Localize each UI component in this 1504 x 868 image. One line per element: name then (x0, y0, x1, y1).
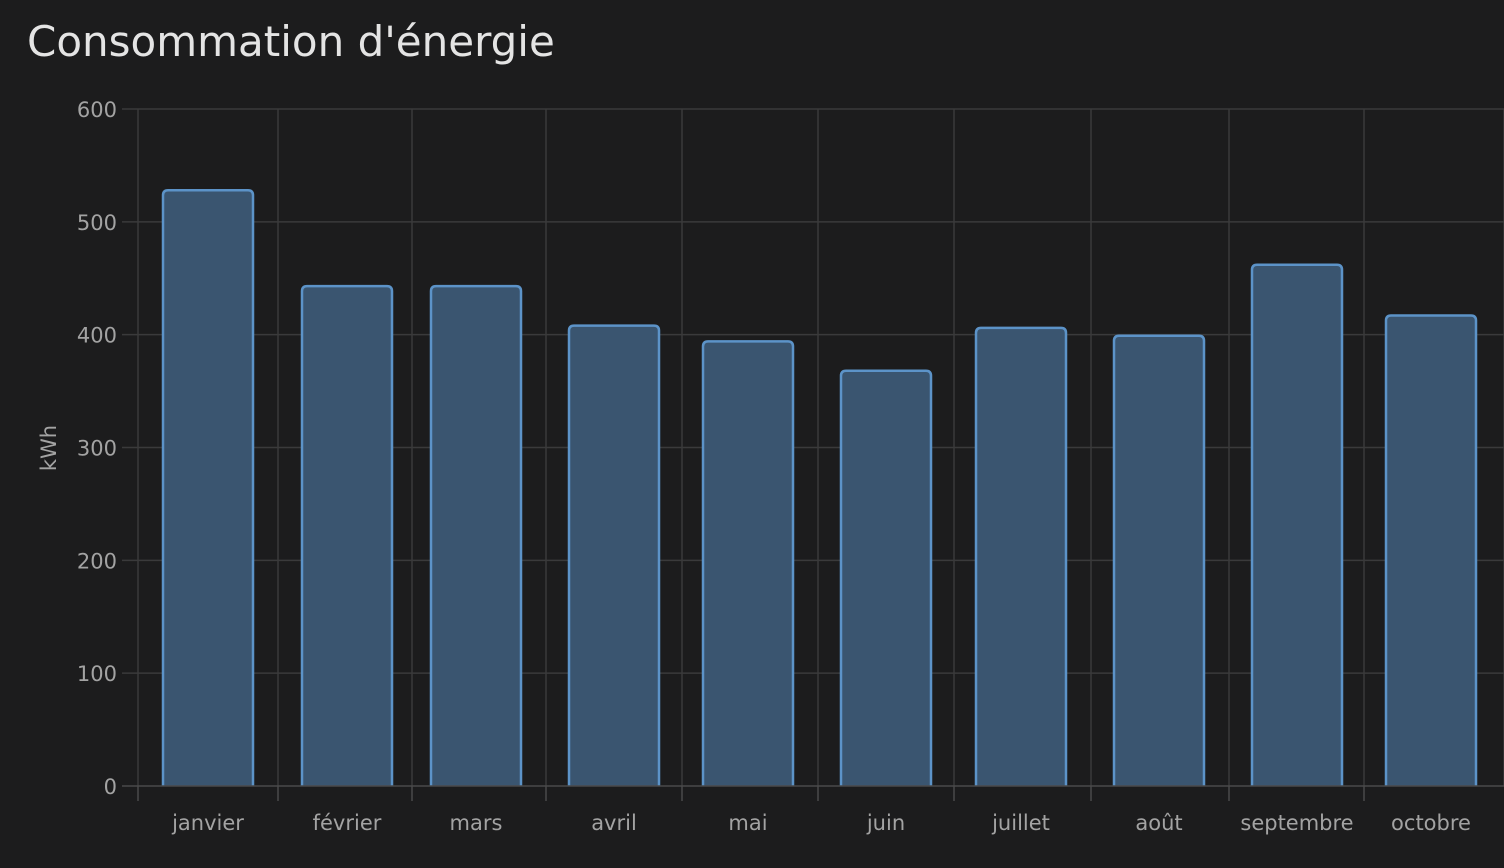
y-tick-label: 0 (104, 775, 117, 799)
x-tick-label: janvier (171, 811, 244, 835)
x-tick-label: avril (591, 811, 637, 835)
x-tick-label: mai (728, 811, 767, 835)
bar-janvier[interactable] (163, 190, 253, 787)
y-tick-label: 100 (77, 662, 117, 686)
axis-layer: 0 100 200 300 400 500 600 janvier février mars avr… (77, 98, 1504, 835)
bar-outline-juillet (974, 326, 1068, 786)
y-tick-label: 200 (77, 549, 117, 573)
bar-août[interactable] (1114, 335, 1204, 786)
bar-juin[interactable] (841, 370, 931, 786)
bar-septembre[interactable] (1252, 264, 1342, 787)
y-tick-label: 400 (77, 324, 117, 348)
bar-mars[interactable] (431, 286, 521, 786)
y-tick-label: 300 (77, 437, 117, 461)
bar-juillet[interactable] (976, 327, 1066, 786)
x-tick-label: mars (450, 811, 503, 835)
chart-title: Consommation d'énergie (27, 17, 555, 66)
bar-outline-octobre (1384, 314, 1478, 786)
y-tick-label: 600 (77, 98, 117, 122)
bars-layer (161, 188, 1478, 787)
x-tick-label: juin (866, 811, 905, 835)
bar-outline-septembre (1250, 263, 1344, 786)
y-axis-title: kWh (37, 425, 61, 471)
x-tick-label: août (1135, 811, 1182, 835)
x-tick-label: septembre (1240, 811, 1353, 835)
bar-outline-janvier (161, 188, 255, 786)
bar-outline-mars (429, 284, 523, 786)
bar-outline-juin (839, 369, 933, 786)
x-tick-label: février (313, 811, 382, 835)
bar-outline-février (300, 284, 394, 786)
x-tick-label: juillet (991, 811, 1050, 835)
bar-octobre[interactable] (1386, 315, 1476, 786)
bar-avril[interactable] (569, 325, 659, 786)
bar-outline-août (1112, 334, 1206, 786)
y-tick-label: 500 (77, 211, 117, 235)
bar-février[interactable] (302, 286, 392, 786)
bar-outline-mai (701, 340, 795, 786)
bar-mai[interactable] (703, 341, 793, 786)
x-tick-label: octobre (1391, 811, 1471, 835)
bar-outline-avril (567, 324, 661, 786)
